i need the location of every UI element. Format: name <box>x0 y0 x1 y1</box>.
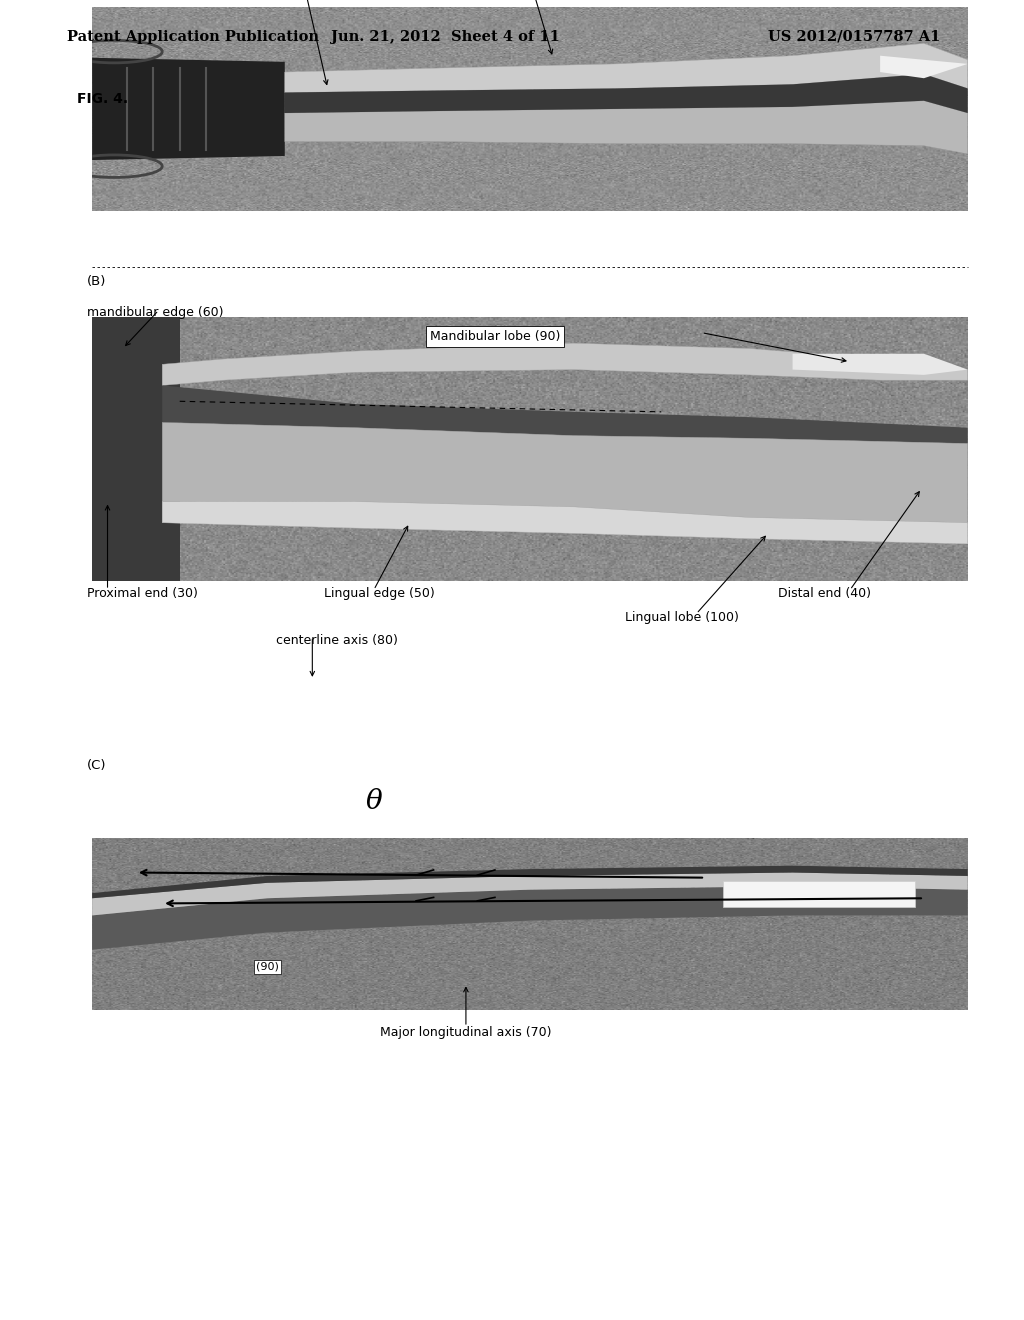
Text: US 2012/0157787 A1: US 2012/0157787 A1 <box>768 30 940 44</box>
Polygon shape <box>92 886 968 1010</box>
Text: θ: θ <box>366 788 382 814</box>
Text: Lingual edge (50): Lingual edge (50) <box>324 587 434 601</box>
Text: (B): (B) <box>87 275 106 288</box>
Text: Proximal end (30): Proximal end (30) <box>87 587 198 601</box>
Text: Jun. 21, 2012  Sheet 4 of 11: Jun. 21, 2012 Sheet 4 of 11 <box>331 30 560 44</box>
Polygon shape <box>285 44 968 92</box>
Text: centerline axis (80): centerline axis (80) <box>276 634 398 647</box>
Text: FIG. 4.: FIG. 4. <box>77 92 128 107</box>
Text: (C): (C) <box>87 759 106 772</box>
Polygon shape <box>285 100 968 154</box>
Polygon shape <box>92 873 968 916</box>
Text: Lingual lobe (100): Lingual lobe (100) <box>625 611 738 624</box>
Polygon shape <box>92 866 968 898</box>
Polygon shape <box>162 385 968 444</box>
Text: Major longitudinal axis (70): Major longitudinal axis (70) <box>380 1026 552 1039</box>
Polygon shape <box>162 343 968 385</box>
Bar <box>723 882 915 907</box>
Polygon shape <box>162 422 968 523</box>
Text: Mandibular lobe (90): Mandibular lobe (90) <box>430 330 560 343</box>
Text: mandibular edge (60): mandibular edge (60) <box>87 306 223 319</box>
Polygon shape <box>793 354 968 375</box>
Polygon shape <box>880 55 968 78</box>
Polygon shape <box>285 74 968 114</box>
Text: (90): (90) <box>256 962 279 972</box>
Polygon shape <box>92 58 285 160</box>
Text: Distal end (40): Distal end (40) <box>778 587 871 601</box>
Polygon shape <box>162 502 968 544</box>
Text: Patent Application Publication: Patent Application Publication <box>67 30 318 44</box>
Polygon shape <box>92 317 180 581</box>
